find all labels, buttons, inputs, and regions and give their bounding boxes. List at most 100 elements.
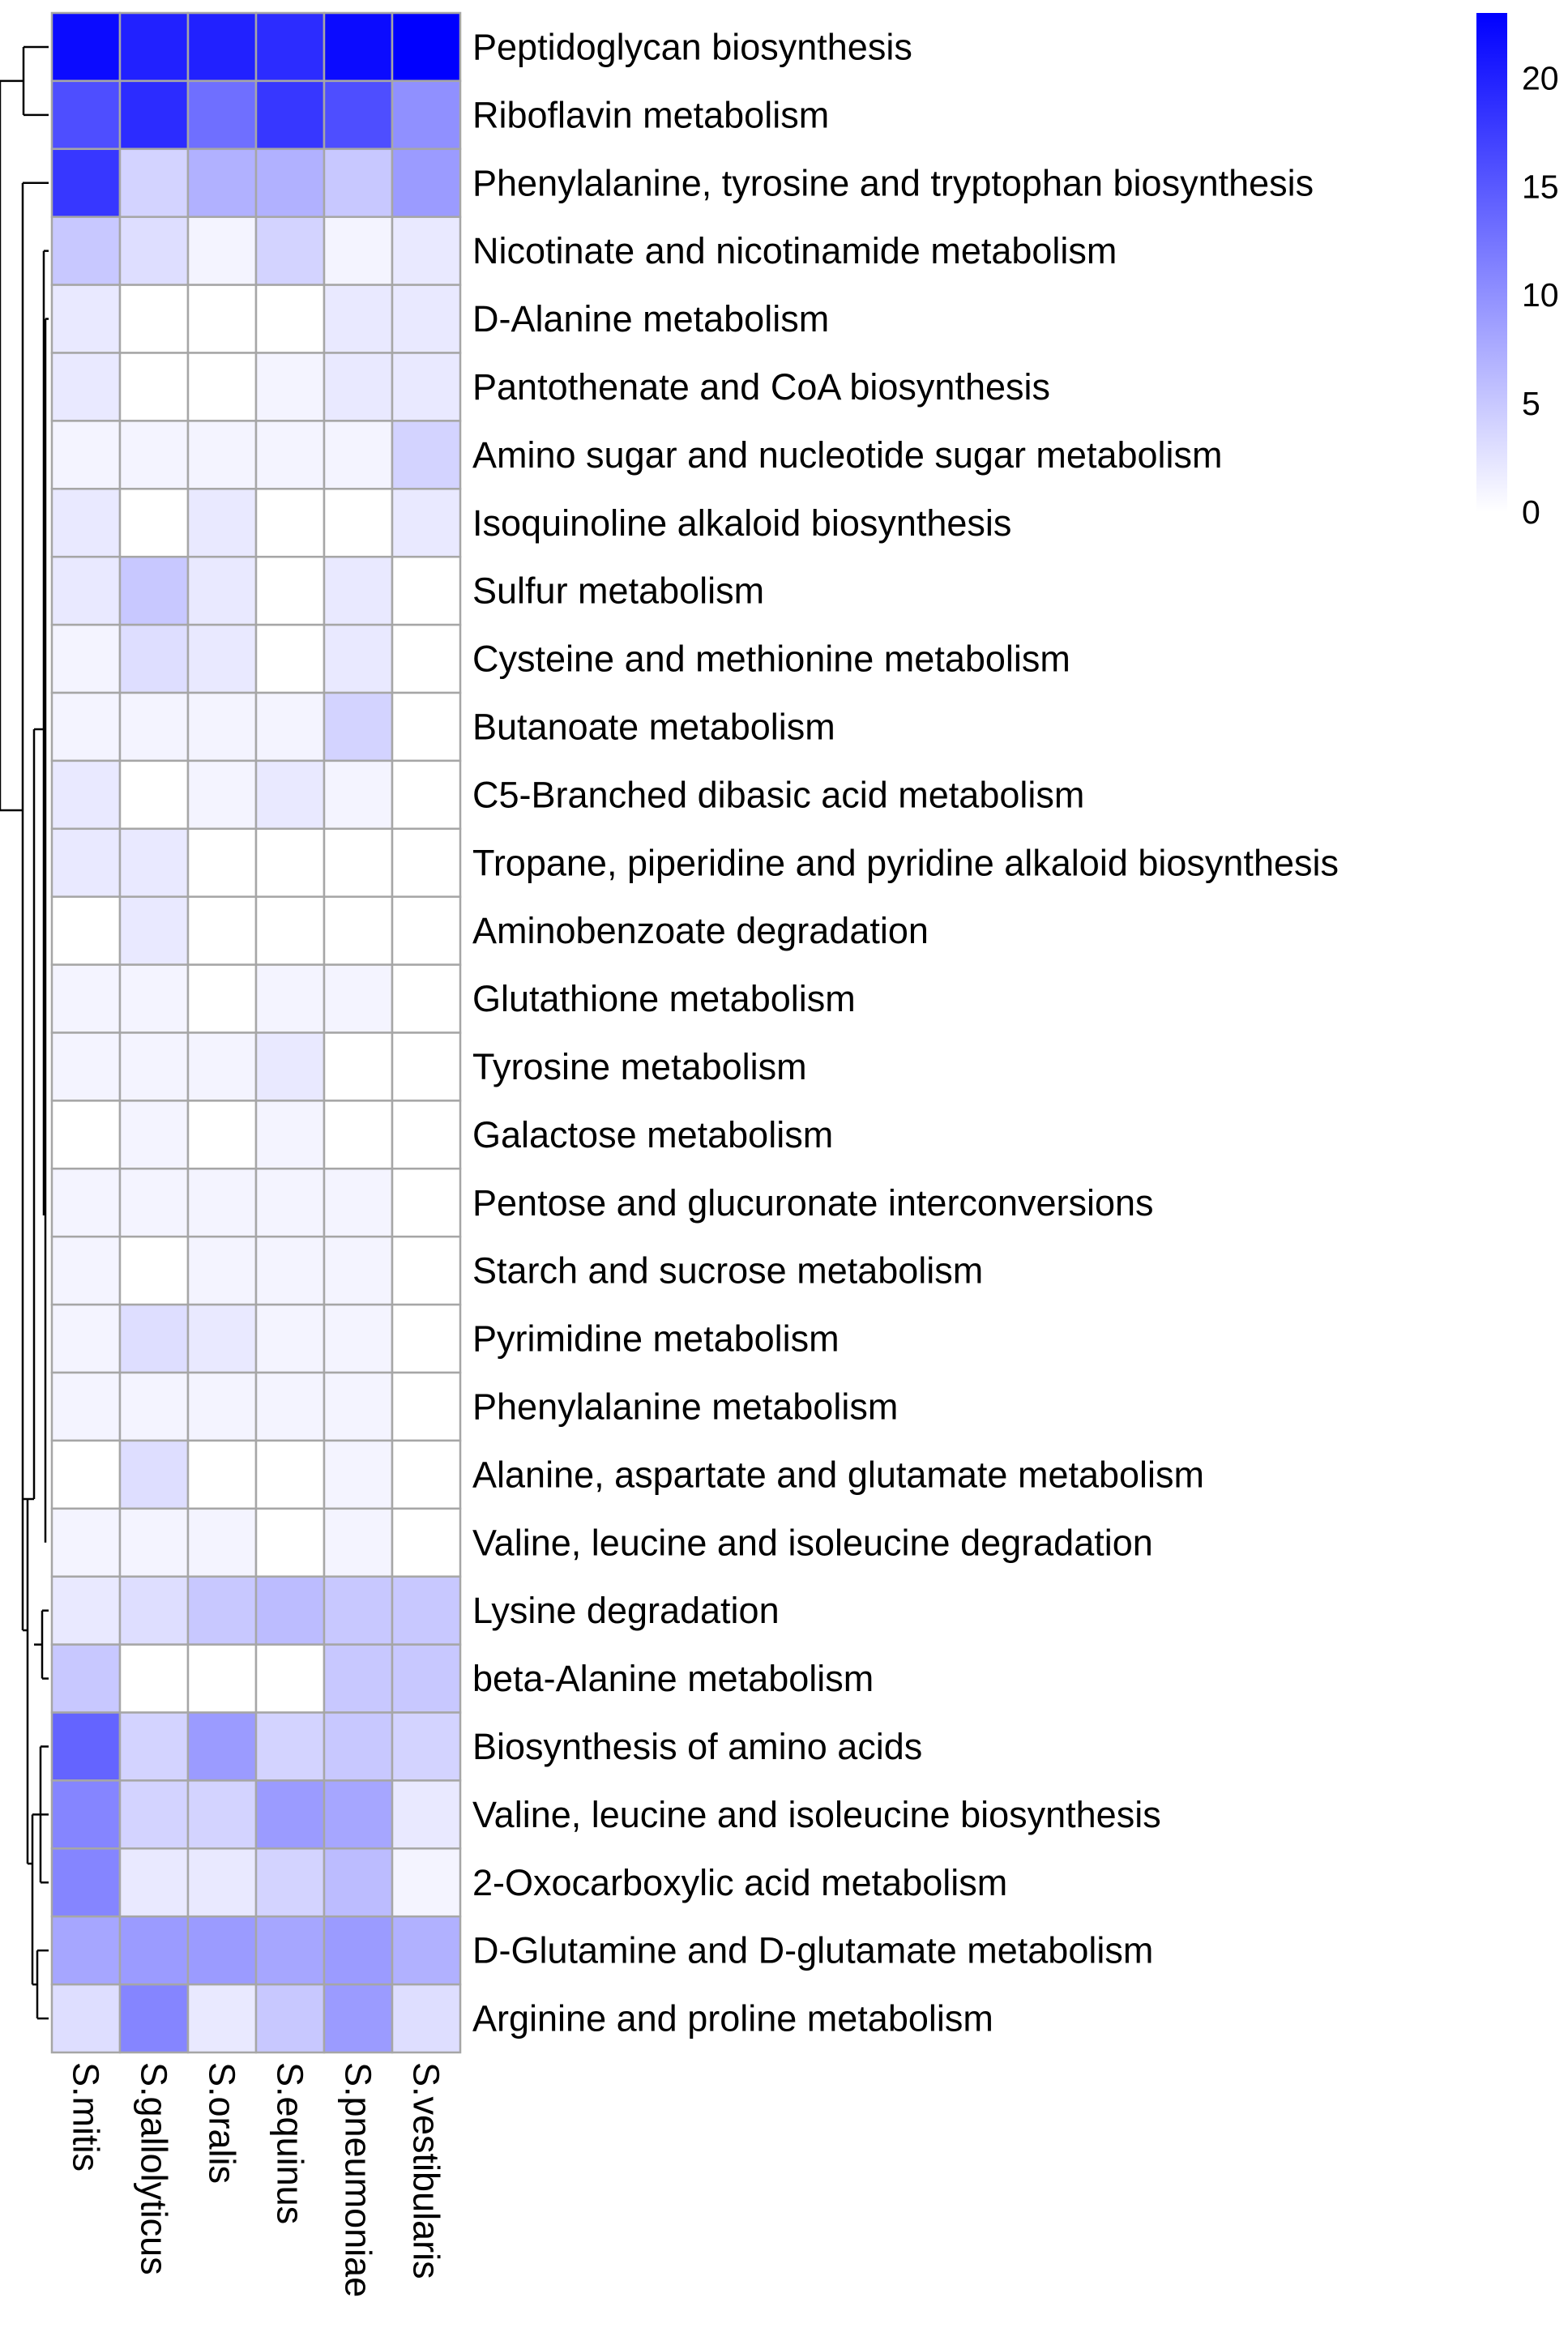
heatmap-cell — [186, 420, 258, 490]
heatmap-cell — [391, 1643, 462, 1714]
heatmap-cell — [118, 623, 190, 694]
heatmap-cell — [118, 1100, 190, 1170]
heatmap-cell — [323, 1983, 394, 2054]
heatmap-cell — [118, 147, 190, 218]
heatmap-cell — [50, 1779, 122, 1850]
heatmap-cell — [118, 352, 190, 422]
row-label: Aminobenzoate degradation — [472, 910, 929, 951]
heatmap-cell — [186, 11, 258, 83]
heatmap-cell — [391, 352, 462, 422]
heatmap-cell — [186, 1100, 258, 1170]
heatmap-cell — [254, 11, 326, 83]
heatmap-cell — [323, 895, 394, 966]
legend-ticks: 0 5 10 15 20 — [1522, 59, 1559, 531]
heatmap-cell — [254, 420, 326, 490]
heatmap-cell — [323, 420, 394, 490]
heatmap-cell — [186, 1439, 258, 1510]
legend-tick-label: 0 — [1522, 493, 1540, 531]
row-label: Pantothenate and CoA biosynthesis — [472, 366, 1050, 408]
row-label: Tropane, piperidine and pyridine alkaloi… — [472, 842, 1339, 883]
heatmap-cell — [391, 1031, 462, 1102]
heatmap-cell — [186, 1303, 258, 1374]
heatmap-cell — [254, 79, 326, 151]
heatmap-cell — [186, 623, 258, 694]
heatmap-cell — [118, 1439, 190, 1510]
column-label: S.gallolyticus — [134, 2062, 175, 2275]
row-label: C5-Branched dibasic acid metabolism — [472, 774, 1084, 815]
heatmap-cells — [50, 11, 462, 2054]
heatmap-cell — [254, 1643, 326, 1714]
heatmap-cell — [186, 1575, 258, 1646]
row-label: Galactose metabolism — [472, 1114, 833, 1155]
heatmap-cell — [118, 1235, 190, 1306]
heatmap-cell — [50, 963, 122, 1034]
heatmap-cell — [391, 1100, 462, 1170]
heatmap-cell — [50, 1915, 122, 1986]
row-label: Pyrimidine metabolism — [472, 1318, 840, 1360]
row-label: Valine, leucine and isoleucine degradati… — [472, 1522, 1153, 1563]
heatmap-cell — [50, 1847, 122, 1918]
heatmap-cell — [391, 1847, 462, 1918]
heatmap-cell — [50, 1711, 122, 1782]
heatmap-cell — [323, 1168, 394, 1238]
heatmap-cell — [254, 1371, 326, 1442]
heatmap-cell — [50, 623, 122, 694]
color-legend: 0 5 10 15 20 — [1476, 13, 1559, 531]
heatmap-cell — [186, 79, 258, 151]
heatmap-cell — [254, 827, 326, 898]
heatmap-cell — [391, 691, 462, 762]
heatmap-cell — [391, 759, 462, 831]
heatmap-cell — [50, 1031, 122, 1102]
heatmap-cell — [254, 1439, 326, 1510]
row-label: Peptidoglycan biosynthesis — [472, 26, 912, 67]
heatmap-cell — [323, 11, 394, 83]
heatmap-cell — [186, 1711, 258, 1782]
heatmap-cell — [186, 555, 258, 626]
column-label: S.pneumoniae — [338, 2062, 379, 2297]
heatmap-cell — [186, 1915, 258, 1986]
heatmap-cell — [391, 1711, 462, 1782]
heatmap-cell — [254, 555, 326, 626]
row-label: Valine, leucine and isoleucine biosynthe… — [472, 1794, 1161, 1835]
heatmap-cell — [391, 488, 462, 558]
heatmap-cell — [186, 691, 258, 762]
heatmap-cell — [118, 827, 190, 898]
row-label: Cysteine and methionine metabolism — [472, 639, 1070, 680]
heatmap-cell — [254, 1711, 326, 1782]
row-label: Arginine and proline metabolism — [472, 1998, 993, 2039]
heatmap-cell — [323, 216, 394, 286]
row-label: Phenylalanine, tyrosine and tryptophan b… — [472, 162, 1314, 203]
heatmap-cell — [391, 1439, 462, 1510]
heatmap-cell — [254, 1779, 326, 1850]
heatmap-cell — [50, 79, 122, 151]
heatmap-cell — [391, 1507, 462, 1578]
heatmap-cell — [118, 759, 190, 831]
heatmap-cell — [186, 1779, 258, 1850]
heatmap-cell — [118, 488, 190, 558]
heatmap-cell — [323, 147, 394, 218]
heatmap-cell — [50, 1439, 122, 1510]
heatmap-cell — [50, 827, 122, 898]
heatmap-cell — [323, 284, 394, 354]
legend-tick-label: 20 — [1522, 59, 1559, 96]
heatmap-cell — [50, 420, 122, 490]
heatmap-cell — [323, 759, 394, 831]
row-label: Glutathione metabolism — [472, 978, 856, 1019]
column-label: S.vestibularis — [406, 2062, 447, 2279]
row-label: D-Glutamine and D-glutamate metabolism — [472, 1930, 1153, 1971]
heatmap-cell — [391, 827, 462, 898]
column-label: S.oralis — [202, 2062, 243, 2184]
heatmap-cell — [391, 1371, 462, 1442]
heatmap-cell — [254, 1303, 326, 1374]
heatmap-cell — [118, 216, 190, 286]
heatmap-cell — [323, 488, 394, 558]
heatmap-cell — [186, 1643, 258, 1714]
heatmap-cell — [118, 1371, 190, 1442]
row-label: Phenylalanine metabolism — [472, 1386, 898, 1427]
heatmap-cell — [391, 216, 462, 286]
heatmap-cell — [391, 963, 462, 1034]
row-label: Isoquinoline alkaloid biosynthesis — [472, 502, 1011, 544]
heatmap-cell — [118, 691, 190, 762]
heatmap-cell — [186, 147, 258, 218]
